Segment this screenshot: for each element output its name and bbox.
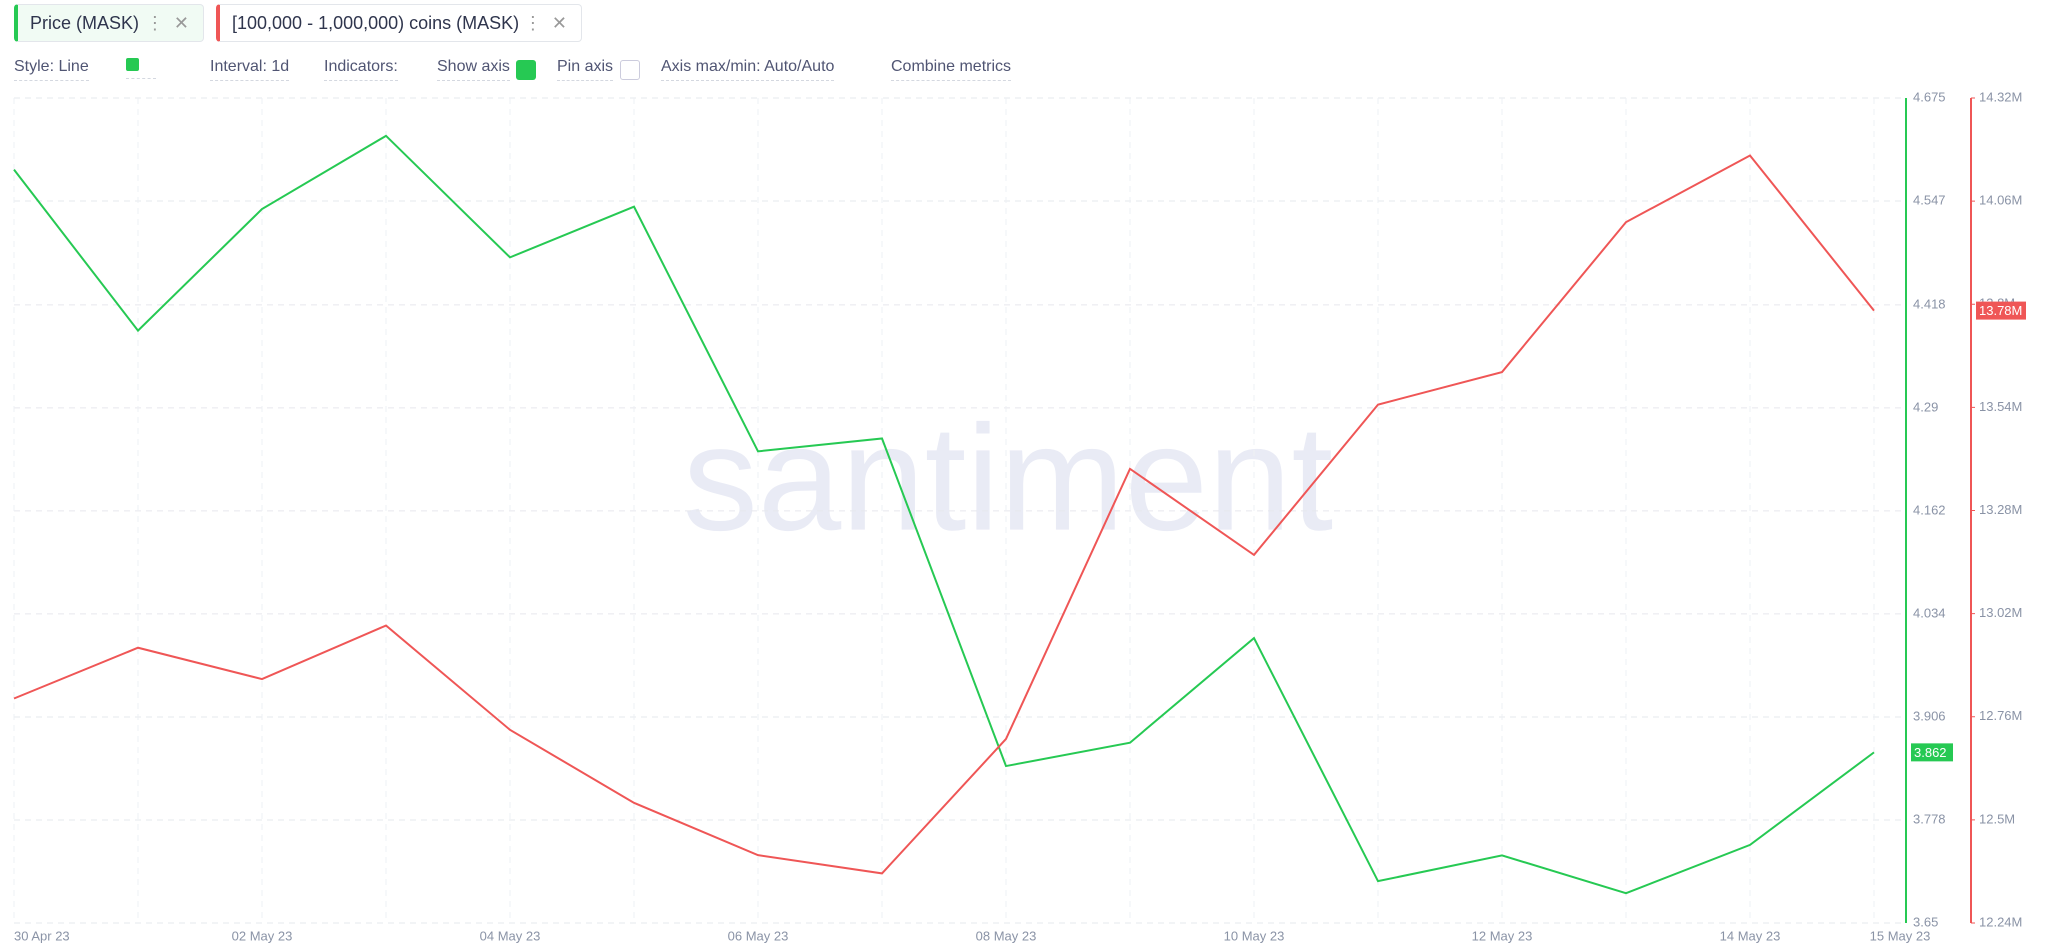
last-value-label: 13.78M bbox=[1979, 303, 2022, 318]
series-line bbox=[13, 154, 1875, 875]
y2-tick-label: 13.28M bbox=[1979, 502, 2022, 517]
indicators-select[interactable]: Indicators: bbox=[324, 58, 398, 81]
series-line bbox=[13, 134, 1875, 895]
metric-tab[interactable]: Price (MASK) ⋮ ✕ bbox=[14, 4, 204, 42]
color-select[interactable] bbox=[126, 58, 156, 79]
y2-tick-label: 13.02M bbox=[1979, 605, 2022, 620]
last-value-badge bbox=[1911, 743, 1953, 762]
interval-select[interactable]: Interval: 1d bbox=[210, 58, 290, 81]
x-tick-label: 04 May 23 bbox=[480, 928, 541, 943]
tab-label: [100,000 - 1,000,000) coins (MASK) bbox=[232, 12, 520, 33]
y-tick-label: 4.675 bbox=[1913, 89, 1946, 104]
y-tick-label: 3.778 bbox=[1913, 811, 1946, 826]
metric-tab[interactable]: [100,000 - 1,000,000) coins (MASK) ⋮ ✕ bbox=[216, 4, 582, 42]
x-tick-label: 06 May 23 bbox=[728, 928, 789, 943]
axis-select[interactable]: Axis max/min: Auto/Auto bbox=[661, 58, 835, 81]
y-tick-label: 4.418 bbox=[1913, 296, 1946, 311]
x-tick-label: 10 May 23 bbox=[1224, 928, 1285, 943]
y2-tick-label: 14.06M bbox=[1979, 193, 2022, 208]
y-tick-label: 4.547 bbox=[1913, 192, 1946, 207]
combine-metrics[interactable]: Combine metrics bbox=[891, 58, 1012, 81]
y-tick-label: 4.29 bbox=[1913, 399, 1938, 414]
x-tick-label: 30 Apr 23 bbox=[14, 928, 70, 943]
y-tick-label: 4.034 bbox=[1913, 605, 1946, 620]
tab-label: Price (MASK) bbox=[30, 12, 140, 33]
x-tick-label: 02 May 23 bbox=[232, 928, 293, 943]
y-tick-label: 3.65 bbox=[1913, 914, 1938, 929]
y2-tick-label: 12.5M bbox=[1979, 811, 2015, 826]
y2-tick-label: 13.54M bbox=[1979, 399, 2022, 414]
show-axis[interactable]: Show axis bbox=[437, 58, 510, 81]
checkbox[interactable] bbox=[620, 60, 640, 80]
pin-axis[interactable]: Pin axis bbox=[557, 58, 614, 81]
x-tick-label: 14 May 23 bbox=[1720, 928, 1781, 943]
y-tick-label: 3.906 bbox=[1913, 708, 1946, 723]
y2-tick-label: 12.76M bbox=[1979, 708, 2022, 723]
y2-tick-label: 14.32M bbox=[1979, 89, 2022, 104]
y2-tick-label: 12.24M bbox=[1979, 914, 2022, 929]
x-tick-label: 15 May 23 bbox=[1870, 928, 1931, 943]
x-tick-label: 12 May 23 bbox=[1472, 928, 1533, 943]
last-value-badge bbox=[1976, 301, 2026, 320]
watermark: santiment bbox=[683, 394, 1333, 562]
y-tick-label: 4.162 bbox=[1913, 502, 1946, 517]
y2-tick-label: 13.8M bbox=[1979, 296, 2015, 311]
x-tick-label: 08 May 23 bbox=[976, 928, 1037, 943]
style-select[interactable]: Style: Line bbox=[14, 58, 89, 81]
checkbox[interactable] bbox=[516, 60, 536, 80]
last-value-label: 3.862 bbox=[1914, 745, 1947, 760]
